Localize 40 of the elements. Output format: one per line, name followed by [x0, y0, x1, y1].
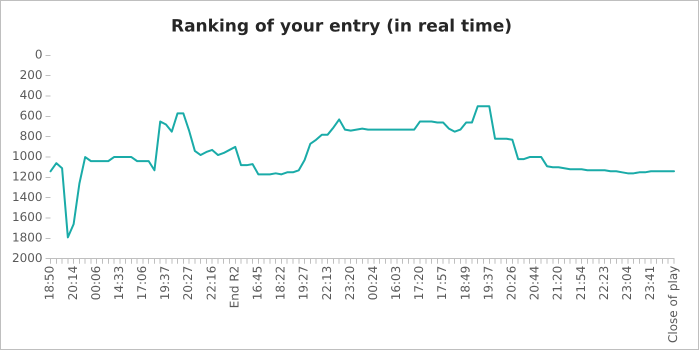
y-tick-label: 400 [20, 88, 43, 102]
y-tick-label: 2000 [12, 250, 43, 265]
x-tick-label: 21:20 [550, 266, 565, 300]
x-tick-label: 23:20 [342, 266, 357, 300]
x-tick-label: 19:27 [296, 266, 311, 300]
y-tick-label: 800 [20, 128, 43, 143]
x-tick-label: 00:24 [366, 266, 380, 300]
x-tick-label: Close of play [666, 266, 680, 344]
y-tick-label: 1600 [12, 210, 43, 224]
x-tick-label: 20:44 [528, 266, 542, 300]
x-tick-label: 17:06 [135, 266, 150, 300]
y-tick-label: 1400 [12, 190, 43, 204]
x-tick-label: 19:37 [158, 266, 172, 300]
x-tick-label: 20:27 [181, 266, 196, 300]
y-tick-label: 0 [34, 48, 43, 62]
x-tick-label: 16:03 [389, 266, 404, 300]
x-tick-label: 18:50 [42, 266, 57, 300]
x-tick-label: 23:04 [620, 266, 634, 300]
chart-title: Ranking of your entry (in real time) [170, 16, 512, 37]
y-tick-label: 200 [20, 68, 43, 82]
x-tick-label: 21:54 [574, 266, 588, 300]
y-tick-label: 600 [20, 108, 43, 123]
x-tick-label: 19:37 [481, 266, 496, 300]
y-tick-label: 1000 [12, 149, 43, 164]
x-tick-label: 22:23 [596, 266, 611, 300]
x-tick-label: 20:14 [66, 266, 80, 300]
x-tick-label: 20:26 [504, 266, 518, 300]
x-tick-label: 18:22 [274, 266, 288, 300]
x-tick-label: 00:06 [88, 266, 103, 300]
x-tick-label: 17:20 [412, 266, 426, 300]
x-tick-label: 23:41 [643, 266, 658, 300]
x-tick-label: 16:45 [250, 266, 264, 300]
x-tick-label: 14:33 [112, 266, 126, 300]
x-tick-label: 18:49 [458, 266, 472, 300]
x-tick-label: 22:16 [204, 266, 218, 300]
y-tick-label: 1800 [12, 230, 43, 245]
x-tick-label: 22:13 [320, 266, 334, 300]
y-tick-label: 1200 [12, 170, 43, 184]
x-tick-label: 17:57 [435, 266, 450, 300]
x-tick-label: End R2 [227, 266, 242, 308]
